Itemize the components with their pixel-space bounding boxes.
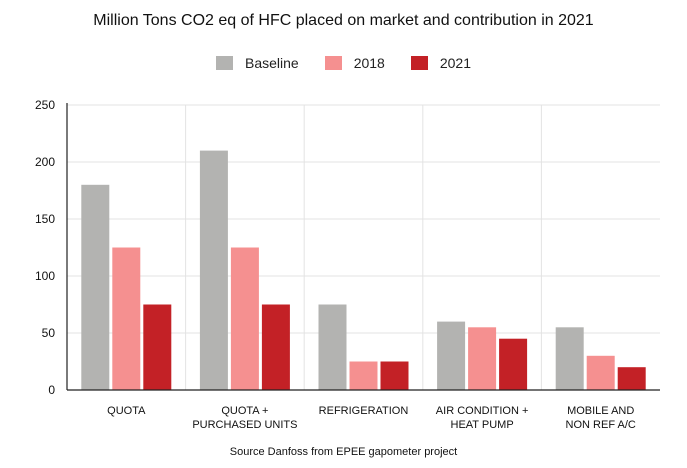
legend-label-2021: 2021 <box>439 55 471 71</box>
legend-item-2021: 2021 <box>410 55 471 71</box>
bar-2021-cat-2 <box>380 361 409 390</box>
bar-baseline-cat-0 <box>81 184 110 390</box>
bar-2018-cat-2 <box>349 361 378 390</box>
bar-2018-cat-4 <box>586 355 615 390</box>
y-tick-label-50: 50 <box>42 326 56 340</box>
legend-swatch-2018 <box>324 56 342 70</box>
x-category-label-0-0: QUOTA <box>107 405 146 417</box>
chart-title: Million Tons CO2 eq of HFC placed on mar… <box>93 12 594 29</box>
legend-item-baseline: Baseline <box>215 55 299 71</box>
bar-2021-cat-4 <box>617 367 646 390</box>
bar-baseline-cat-2 <box>318 304 347 390</box>
bar-2021-cat-1 <box>261 304 290 390</box>
x-category-label-4-1: NON REF A/C <box>566 419 636 431</box>
legend-item-2018: 2018 <box>324 55 385 71</box>
x-category-label-3-1: HEAT PUMP <box>451 419 514 431</box>
bar-2021-cat-3 <box>499 338 528 390</box>
chart-source: Source Danfoss from EPEE gapometer proje… <box>229 446 458 458</box>
legend-swatch-baseline <box>215 56 233 70</box>
bar-2021-cat-0 <box>143 304 172 390</box>
bar-baseline-cat-3 <box>437 321 466 390</box>
x-category-label-3-0: AIR CONDITION + <box>436 405 529 417</box>
bar-baseline-cat-1 <box>199 150 228 390</box>
y-tick-label-200: 200 <box>35 155 55 169</box>
y-tick-label-0: 0 <box>48 383 55 397</box>
x-category-label-1-0: QUOTA + <box>221 405 268 417</box>
x-category-label-1-1: PURCHASED UNITS <box>192 419 297 431</box>
bar-2018-cat-1 <box>230 247 259 390</box>
legend-swatch-2021 <box>410 56 428 70</box>
bar-2018-cat-3 <box>468 327 497 390</box>
y-tick-label-150: 150 <box>35 212 55 226</box>
legend-label-2018: 2018 <box>353 55 385 71</box>
x-category-label-4-0: MOBILE AND <box>567 405 634 417</box>
legend-label-baseline: Baseline <box>244 55 299 71</box>
bar-baseline-cat-4 <box>555 327 584 390</box>
x-category-label-2-0: REFRIGERATION <box>319 405 409 417</box>
legend: Baseline 2018 2021 <box>0 55 687 71</box>
bar-2018-cat-0 <box>112 247 141 390</box>
y-tick-label-100: 100 <box>35 269 55 283</box>
y-tick-label-250: 250 <box>35 98 55 112</box>
